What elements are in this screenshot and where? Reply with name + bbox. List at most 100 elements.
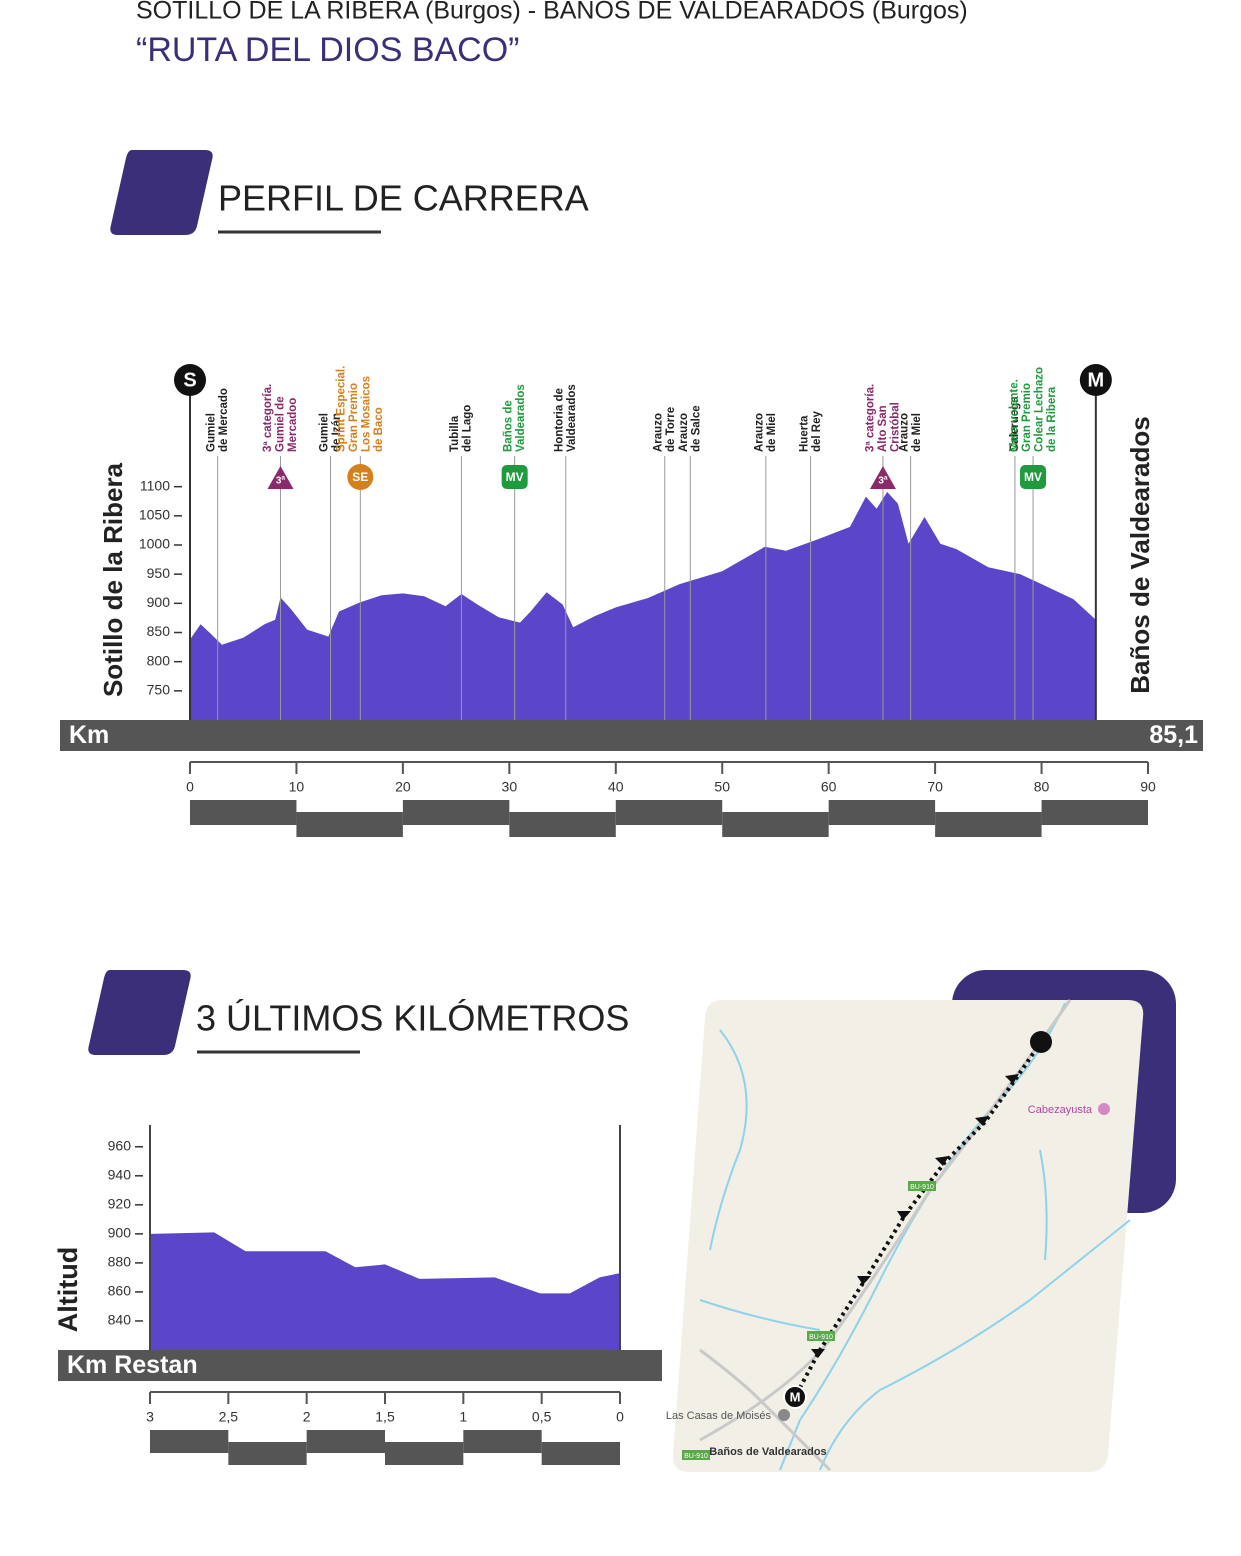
scale-block [190, 800, 297, 825]
waypoint-label: Arauzo [653, 413, 665, 452]
waypoint-label: Valdearados [515, 384, 527, 452]
place-icon [778, 1409, 790, 1421]
start-dot [1030, 1031, 1052, 1053]
badge [267, 466, 294, 489]
waypoint-label: del Lago [462, 405, 474, 452]
waypoint-label: Tubilla [449, 415, 461, 452]
scale-block [935, 812, 1042, 837]
x-tick-label: 3 [146, 1409, 154, 1425]
waypoint-label: Baños de [502, 400, 514, 452]
badge-text: 3ª [878, 476, 888, 487]
waypoint-label: Caleruega [1009, 396, 1021, 452]
waypoint-label: Gran Premio [348, 383, 360, 452]
waypoint-label: de Salce [691, 405, 703, 452]
area [190, 491, 1096, 720]
y-tick-label: 840 [108, 1312, 132, 1328]
waypoint-label: de Mercado [218, 388, 230, 452]
marker-circle [174, 364, 206, 396]
finish-label: Baños de Valdearados [1125, 416, 1155, 693]
x-tick-label: 0 [616, 1409, 624, 1425]
scale-block [228, 1442, 307, 1465]
waypoint-label: Arauzo [898, 413, 910, 452]
scale-block [828, 800, 936, 825]
chart: 750 800 850 900 950 1000 1050 1100 Km 0 10 20 30 40 50… [60, 364, 1203, 837]
waypoint-label: Gran Premio [1021, 383, 1033, 452]
x-axis-label: Km [69, 721, 109, 749]
marker-circle [1079, 364, 1112, 396]
x-tick-label: 20 [395, 779, 411, 795]
waypoint-label: Los Mosaicos [361, 376, 373, 452]
x-tick-label: 80 [1034, 779, 1050, 795]
scale-block [615, 800, 723, 825]
road-label: BU-910 [910, 1184, 934, 1191]
waypoint-label: Arauzo [678, 413, 690, 452]
x-tick-label: 70 [927, 779, 943, 795]
x-tick-label: 60 [821, 779, 837, 795]
badge [1020, 465, 1047, 489]
badge [869, 466, 896, 489]
place-icon [1098, 1103, 1110, 1115]
y-tick-label: 860 [108, 1283, 132, 1299]
km-band [58, 1350, 662, 1381]
place-label: Cabezayusta [1028, 1104, 1093, 1116]
waypoint-label: Gumiel [318, 413, 330, 452]
waypoint-label: de Miel [911, 413, 923, 452]
scale-block [541, 1442, 620, 1465]
x-tick-label: 30 [502, 779, 518, 795]
road-label: BU-910 [684, 1453, 708, 1460]
x-tick-label: 2,5 [219, 1409, 239, 1425]
scale-block [402, 800, 510, 825]
y-tick-label: 900 [108, 1225, 132, 1241]
waypoint-label: Sprint Especial. [336, 366, 348, 452]
badge [501, 465, 528, 489]
y-tick-label: 850 [147, 623, 171, 639]
km-band [60, 720, 1203, 751]
waypoint-label: Arauzo [754, 413, 766, 452]
route-arrows [811, 1074, 1019, 1358]
x-tick-label: 40 [608, 779, 624, 795]
waypoint-label: Gumiel de [275, 396, 287, 452]
scale-block [296, 812, 403, 837]
waypoint-label: Valdearados [566, 384, 578, 452]
y-tick-label: 1000 [139, 536, 170, 552]
section-title: 3 ÚLTIMOS KILÓMETROS [196, 998, 629, 1039]
x-axis-label: Km Restan [67, 1351, 198, 1379]
waypoint-label: Cristóbal [889, 402, 901, 452]
x-tick-label: 0,5 [532, 1409, 552, 1425]
badge-text: 3ª [276, 476, 286, 487]
waypoint-label: Huerta [798, 415, 810, 452]
route: SOTILLO DE LA RIBERA (Burgos) - BAÑOS DE… [136, 0, 968, 25]
waypoint-label: de Izán [331, 413, 343, 452]
scale-block [722, 812, 829, 837]
y-tick-label: 800 [147, 652, 171, 668]
x-tick-label: 50 [714, 779, 730, 795]
y-tick-label: 1050 [139, 507, 170, 523]
area [150, 1232, 620, 1350]
scale-block [1041, 800, 1148, 825]
y-tick-label: 750 [147, 682, 171, 698]
scale-block [306, 1430, 385, 1453]
y-tick-label: 920 [108, 1196, 132, 1212]
x-tick-label: 2 [303, 1409, 311, 1425]
map-card [672, 1000, 1144, 1472]
title: “RUTA DEL DIOS BACO” [136, 31, 520, 69]
y-tick-label: 900 [147, 594, 171, 610]
waypoint-label: de la Ribera [1046, 386, 1058, 452]
marker-letter: M [1088, 369, 1105, 391]
waypoint-label: Meta volante. [1008, 379, 1020, 452]
badge-text: MV [1024, 470, 1042, 484]
y-tick-label: 1100 [140, 477, 170, 493]
waypoint-label: de Miel [766, 413, 778, 452]
road-label: BU-910 [809, 1334, 833, 1341]
waypoint-label: Hontoria de [554, 388, 566, 452]
section-title: PERFIL DE CARRERA [218, 178, 589, 219]
x-tick-label: 1,5 [375, 1409, 395, 1425]
finish-dot [783, 1385, 807, 1409]
road-badge [807, 1331, 835, 1341]
chart: 840 860 880 900 920 940 960 Km Restan 3 2,5 2 1,5 1 0… [53, 1125, 662, 1465]
road-badge [682, 1450, 710, 1460]
finish-letter: M [790, 1389, 801, 1404]
end-km-label: 85,1 [1149, 721, 1198, 749]
